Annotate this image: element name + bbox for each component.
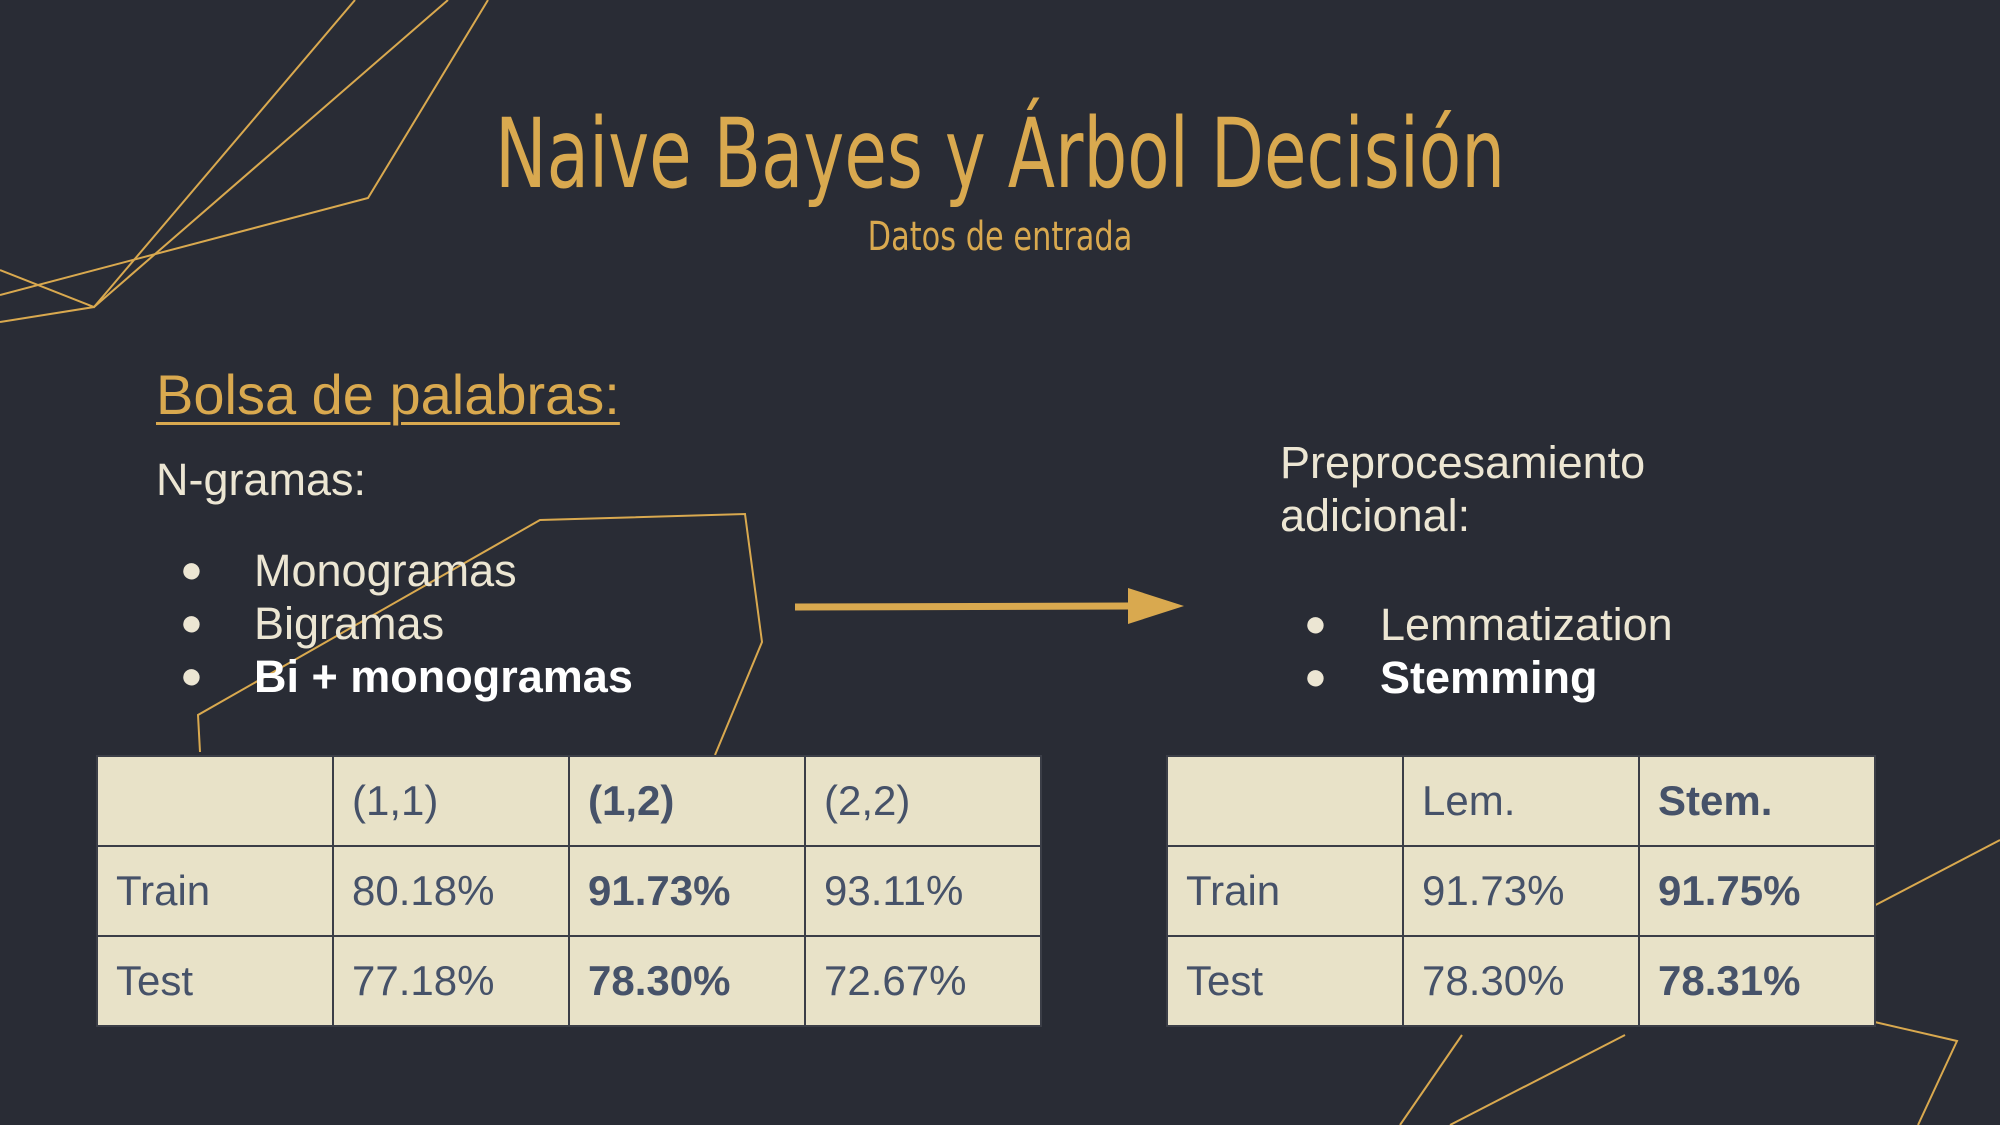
table-header-cell: Stem. xyxy=(1638,755,1876,847)
preprocessing-label: Preprocesamiento adicional: xyxy=(1280,437,1646,541)
slide-subtitle: Datos de entrada xyxy=(867,214,1133,260)
deco-line-bottom-right-3 xyxy=(1449,1034,1626,1125)
bullet-icon: ● xyxy=(1304,603,1327,645)
bullet-icon: ● xyxy=(1304,656,1327,698)
deco-line-top-left-2 xyxy=(0,0,449,323)
table-row-label: Test xyxy=(96,935,334,1027)
table-cell: 80.18% xyxy=(332,845,570,937)
deco-line-center xyxy=(196,512,764,756)
list-item-selected: ● Stemming xyxy=(1304,651,1904,704)
table-cell: 77.18% xyxy=(332,935,570,1027)
preprocessing-list: ● Lemmatization ● Stemming xyxy=(1304,598,1904,704)
table-row-label: Test xyxy=(1166,935,1404,1027)
ngram-results-table: (1,1) (1,2) (2,2) Train 80.18% 91.73% 93… xyxy=(96,755,1042,1027)
deco-line-top-left-3 xyxy=(0,0,489,296)
table-row: Test 77.18% 78.30% 72.67% xyxy=(96,935,1042,1027)
table-cell: 91.73% xyxy=(568,845,806,937)
table-cell: 78.30% xyxy=(1402,935,1640,1027)
preprocessing-results-table: Lem. Stem. Train 91.73% 91.75% Test 78.3… xyxy=(1166,755,1876,1027)
table-header-row: (1,1) (1,2) (2,2) xyxy=(96,755,1042,847)
list-item-label: Monogramas xyxy=(254,545,517,596)
table-row-label: Train xyxy=(1166,845,1404,937)
table-row: Train 91.73% 91.75% xyxy=(1166,845,1876,937)
table-cell: 78.31% xyxy=(1638,935,1876,1027)
list-item-label: Bigramas xyxy=(254,598,445,649)
bullet-icon: ● xyxy=(180,655,203,697)
list-item-label: Bi + monogramas xyxy=(254,651,633,702)
table-row: Train 80.18% 91.73% 93.11% xyxy=(96,845,1042,937)
section-heading-bag-of-words: Bolsa de palabras: xyxy=(156,363,620,426)
deco-line-bottom-right-4 xyxy=(1865,1019,1959,1125)
bullet-icon: ● xyxy=(180,549,203,591)
table-header-row: Lem. Stem. xyxy=(1166,755,1876,847)
ngram-list: ● Monogramas ● Bigramas ● Bi + monograma… xyxy=(180,544,880,703)
slide-title: Naive Bayes y Árbol Decisión xyxy=(494,98,1506,210)
arrow-right-icon xyxy=(794,588,1184,624)
table-row: Test 78.30% 78.31% xyxy=(1166,935,1876,1027)
list-item: ● Bigramas xyxy=(180,597,880,650)
bullet-icon: ● xyxy=(180,602,203,644)
table-header-cell: (1,2) xyxy=(568,755,806,847)
table-row-label: Train xyxy=(96,845,334,937)
list-item: ● Lemmatization xyxy=(1304,598,1904,651)
table-cell: 91.75% xyxy=(1638,845,1876,937)
table-header-cell xyxy=(1166,755,1404,847)
table-header-cell xyxy=(96,755,334,847)
list-item-selected: ● Bi + monogramas xyxy=(180,650,880,703)
table-cell: 91.73% xyxy=(1402,845,1640,937)
table-cell: 78.30% xyxy=(568,935,806,1027)
ngram-label: N-gramas: xyxy=(156,454,367,505)
list-item-label: Stemming xyxy=(1380,652,1598,703)
table-header-cell: Lem. xyxy=(1402,755,1640,847)
deco-line-bottom-right-2 xyxy=(1399,1034,1463,1125)
table-header-cell: (2,2) xyxy=(804,755,1042,847)
deco-line-bottom-right-1 xyxy=(1865,839,2000,911)
table-header-cell: (1,1) xyxy=(332,755,570,847)
table-cell: 72.67% xyxy=(804,935,1042,1027)
list-item-label: Lemmatization xyxy=(1380,599,1673,650)
table-cell: 93.11% xyxy=(804,845,1042,937)
list-item: ● Monogramas xyxy=(180,544,880,597)
